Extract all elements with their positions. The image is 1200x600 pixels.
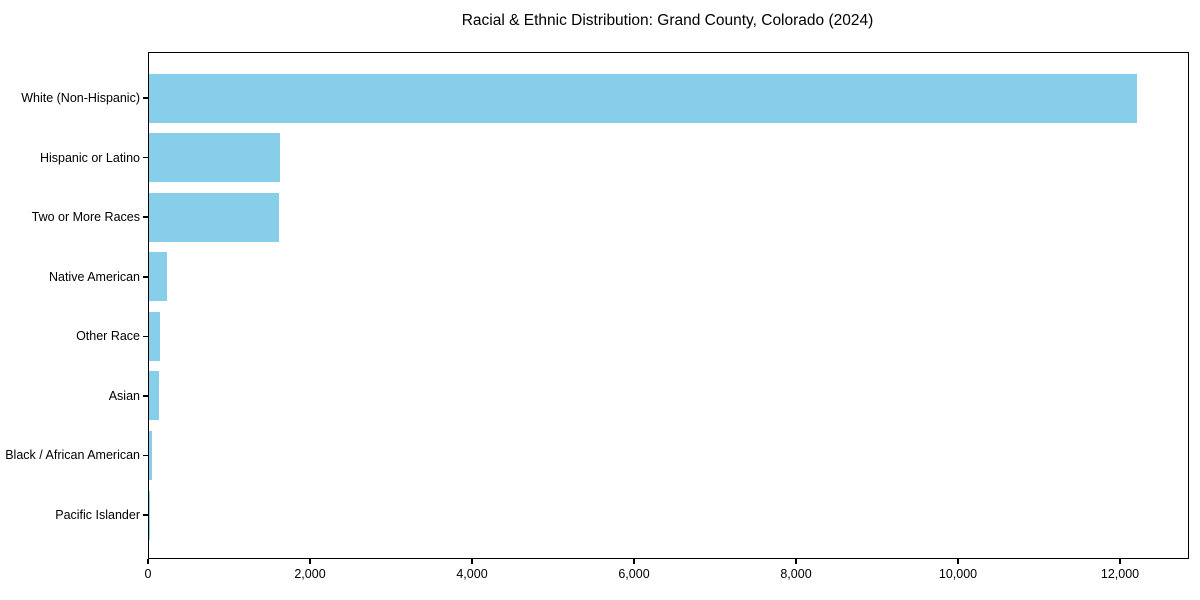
bar-black-african-american bbox=[149, 430, 152, 480]
bar-hispanic-or-latino bbox=[149, 133, 281, 183]
x-tick-label-4,000: 4,000 bbox=[456, 567, 488, 581]
bar-asian bbox=[149, 371, 160, 421]
x-tick-label-0: 0 bbox=[144, 567, 152, 581]
y-tick-mark-white-non-hispanic bbox=[143, 97, 148, 99]
y-tick-mark-native-american bbox=[143, 276, 148, 278]
bar-native-american bbox=[149, 252, 167, 302]
x-tick-label-12,000: 12,000 bbox=[1100, 567, 1140, 581]
y-tick-label-pacific-islander: Pacific Islander bbox=[55, 508, 140, 522]
y-tick-label-other-race: Other Race bbox=[76, 329, 140, 344]
x-tick-mark-4,000 bbox=[471, 559, 473, 564]
bar-two-or-more-races bbox=[149, 192, 279, 242]
y-tick-label-hispanic-or-latino: Hispanic or Latino bbox=[39, 150, 140, 165]
x-tick-mark-2,000 bbox=[309, 559, 311, 564]
x-tick-mark-6,000 bbox=[633, 559, 635, 564]
y-tick-mark-two-or-more-races bbox=[143, 216, 148, 218]
x-tick-mark-0 bbox=[147, 559, 149, 564]
x-tick-label-6,000: 6,000 bbox=[618, 567, 650, 581]
y-tick-label-native-american: Native American bbox=[48, 269, 140, 284]
x-tick-mark-10,000 bbox=[957, 559, 959, 564]
x-tick-label-2,000: 2,000 bbox=[294, 567, 326, 581]
bar-white-non-hispanic bbox=[149, 73, 1138, 123]
y-tick-mark-other-race bbox=[143, 335, 148, 337]
y-tick-mark-hispanic-or-latino bbox=[143, 156, 148, 159]
y-tick-label-black-african-american: Black / African American bbox=[5, 448, 140, 463]
y-tick-label-white-non-hispanic: White (Non-Hispanic) bbox=[21, 91, 140, 105]
y-tick-mark-pacific-islander bbox=[143, 514, 148, 516]
y-tick-mark-black-african-american bbox=[143, 454, 148, 457]
x-tick-mark-8,000 bbox=[795, 559, 797, 564]
x-tick-mark-12,000 bbox=[1119, 559, 1121, 564]
plot-area bbox=[148, 52, 1189, 559]
y-tick-label-asian: Asian bbox=[108, 388, 140, 403]
x-tick-label-8,000: 8,000 bbox=[780, 567, 812, 581]
y-tick-label-two-or-more-races: Two or More Races bbox=[31, 210, 140, 225]
y-tick-mark-asian bbox=[143, 395, 148, 397]
chart-title: Racial & Ethnic Distribution: Grand Coun… bbox=[461, 12, 874, 29]
x-tick-label-10,000: 10,000 bbox=[938, 567, 978, 581]
bar-other-race bbox=[149, 311, 160, 361]
